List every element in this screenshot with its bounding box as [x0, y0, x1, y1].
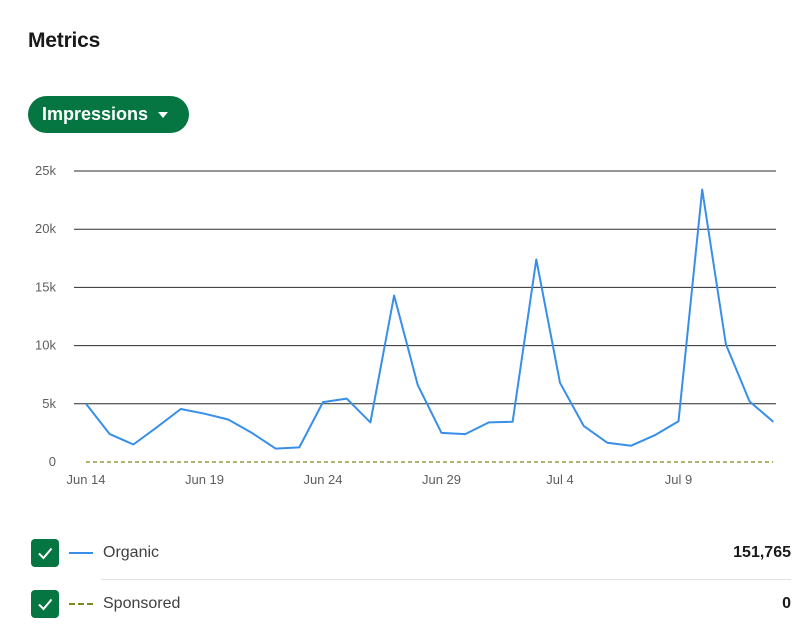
x-tick-label: Jul 4 [546, 472, 573, 487]
x-tick-label: Jun 14 [66, 472, 105, 487]
metric-dropdown-label: Impressions [42, 104, 149, 124]
legend-value-sponsored: 0 [782, 595, 791, 612]
x-tick-label: Jun 24 [303, 472, 342, 487]
x-axis-ticks: Jun 14 Jun 19 Jun 24 Jun 29 Jul 4 Jul 9 [66, 472, 692, 487]
y-tick-label: 0 [49, 454, 56, 469]
legend-item-sponsored: Sponsored 0 [31, 589, 791, 619]
metric-dropdown-button[interactable]: Impressions [28, 96, 189, 133]
check-icon [38, 547, 53, 560]
series-line-organic [85, 188, 774, 450]
y-tick-label: 10k [35, 338, 56, 353]
legend-item-organic: Organic 151,765 [31, 538, 791, 568]
grid-lines [74, 170, 776, 405]
series-lines [85, 188, 774, 463]
check-icon [38, 598, 53, 611]
organic-checkbox[interactable] [31, 539, 59, 567]
y-tick-label: 15k [35, 279, 56, 294]
sponsored-line-swatch [69, 603, 93, 605]
y-axis-ticks: 0 5k 10k 15k 20k 25k [35, 163, 56, 469]
legend-divider [101, 579, 791, 580]
organic-line-swatch [69, 552, 93, 554]
x-tick-label: Jul 9 [665, 472, 692, 487]
page-title: Metrics [28, 29, 101, 52]
y-tick-label: 20k [35, 221, 56, 236]
x-tick-label: Jun 19 [185, 472, 224, 487]
y-tick-label: 5k [42, 396, 56, 411]
impressions-chart: 0 5k 10k 15k 20k 25k Jun 14 Jun 19 Jun 24 Jun 29… [35, 163, 776, 487]
legend-value-organic: 151,765 [733, 544, 791, 561]
legend-label-organic: Organic [103, 544, 160, 561]
caret-down-icon [158, 111, 169, 118]
sponsored-checkbox[interactable] [31, 590, 59, 618]
legend-label-sponsored: Sponsored [103, 595, 181, 612]
x-tick-label: Jun 29 [422, 472, 461, 487]
y-tick-label: 25k [35, 163, 56, 178]
